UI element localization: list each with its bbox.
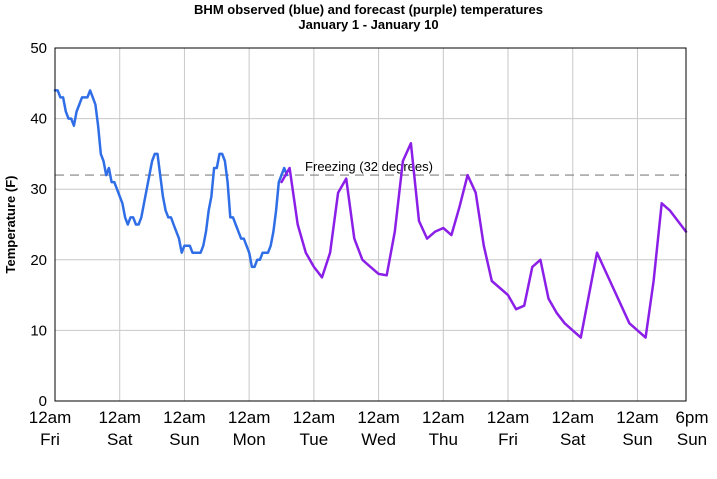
x-tick-label-day: Wed [361, 430, 396, 449]
series-lines [53, 89, 688, 339]
x-tick-label-time: 12am [357, 408, 400, 427]
observed-series-line [53, 89, 289, 269]
x-tick-label-time: 12am [163, 408, 206, 427]
x-tick-label-time: 12am [487, 408, 530, 427]
y-tick-label: 0 [39, 393, 47, 410]
forecast-series-line [280, 142, 688, 339]
x-tick-label-day: Sat [560, 430, 586, 449]
y-tick-label: 40 [30, 111, 47, 128]
plot-frame [54, 47, 687, 402]
y-tick-label: 50 [30, 40, 47, 57]
y-axis-label: Temperature (F) [3, 176, 18, 274]
x-tick-label-day: Mon [233, 430, 266, 449]
x-tick-label-time: 12am [29, 408, 72, 427]
chart-title-block: BHM observed (blue) and forecast (purple… [0, 2, 717, 32]
chart-subtitle: January 1 - January 10 [298, 17, 439, 32]
y-tick-label: 10 [30, 322, 47, 339]
x-tick-label-time: 12am [616, 408, 659, 427]
y-tick-labels: 0 10 20 30 40 50 [30, 40, 47, 410]
x-tick-label-day: Sun [677, 430, 707, 449]
x-tick-label-day: Sun [169, 430, 199, 449]
x-tick-label-time: 12am [228, 408, 271, 427]
x-tick-label-time: 12am [551, 408, 594, 427]
x-tick-label-time: 6pm [675, 408, 708, 427]
x-tick-label-time: 12am [98, 408, 141, 427]
x-tick-label-day: Fri [40, 430, 60, 449]
x-tick-label-day: Sat [107, 430, 133, 449]
x-tick-label-day: Fri [498, 430, 518, 449]
x-tick-label-time: 12am [293, 408, 336, 427]
x-tick-labels: 12am Fri 12am Sat 12am Sun 12am Mon 12am Tue 12am W… [29, 408, 709, 449]
chart-title: BHM observed (blue) and forecast (purple… [194, 2, 543, 17]
grid [54, 47, 687, 402]
x-tick-label-time: 12am [422, 408, 465, 427]
x-tick-label-day: Sun [622, 430, 652, 449]
x-tick-label-day: Tue [300, 430, 329, 449]
x-tick-label-day: Thu [429, 430, 458, 449]
y-tick-label: 20 [30, 252, 47, 269]
y-tick-label: 30 [30, 181, 47, 198]
